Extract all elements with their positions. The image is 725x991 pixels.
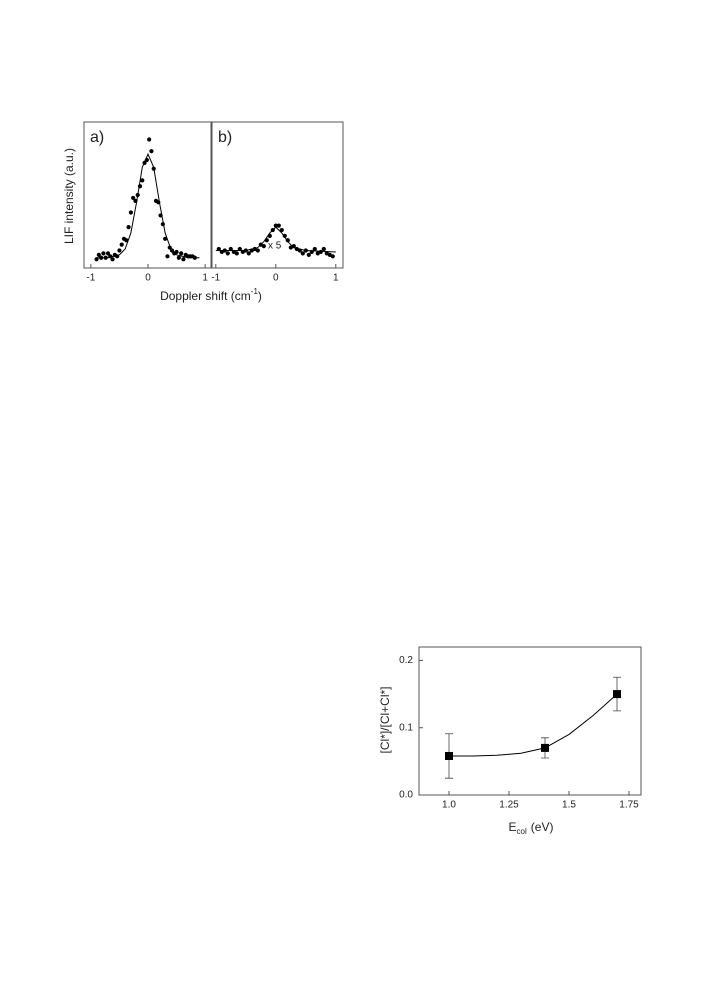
data-point <box>101 251 106 256</box>
data-point <box>179 251 184 256</box>
data-point <box>246 251 251 256</box>
data-point <box>174 249 179 255</box>
data-point <box>276 223 281 228</box>
data-point <box>117 248 122 253</box>
x-axis-label-part: (eV) <box>531 820 554 834</box>
y-axis-label: LIF intensity (a.u.) <box>62 148 76 244</box>
data-point <box>124 238 129 243</box>
x-axis-label-sub: col <box>517 827 527 836</box>
data-point <box>165 254 170 259</box>
x-axis-label-sup: -1 <box>251 287 259 296</box>
fit-line <box>96 152 200 259</box>
data-point <box>312 246 317 252</box>
data-point <box>149 149 154 154</box>
plot-frame <box>210 121 344 269</box>
x-tick-label: 0 <box>145 273 151 284</box>
data-point <box>282 233 287 238</box>
data-point <box>318 249 323 255</box>
x-axis-label-part: ) <box>258 289 262 303</box>
x-axis-label: Doppler shift (cm-1) <box>160 287 262 303</box>
x-tick-label: -1 <box>211 273 220 284</box>
x-tick-label: 0 <box>273 273 279 284</box>
x-tick-label: 1.75 <box>619 800 639 811</box>
data-point <box>140 178 145 183</box>
panel-label: b) <box>218 129 232 146</box>
annotation: x 5 <box>268 241 282 252</box>
x-axis-label-part: E <box>509 820 517 834</box>
x-tick-label: 1.5 <box>562 800 576 811</box>
data-point <box>96 252 101 257</box>
x-tick-label: 1.0 <box>442 800 456 811</box>
data-point <box>131 195 136 201</box>
data-point <box>285 238 290 243</box>
x-tick-label: 1 <box>202 273 208 284</box>
y-axis-label: [Cl*]/[Cl+Cl*] <box>378 686 392 753</box>
data-point <box>300 251 305 256</box>
data-point <box>255 248 260 253</box>
x-axis-label: Ecol (eV) <box>509 820 554 836</box>
data-point <box>234 251 239 256</box>
y-tick-label: 0.1 <box>399 722 413 733</box>
data-point <box>306 252 311 257</box>
data-point <box>273 223 278 228</box>
data-point <box>225 251 230 256</box>
x-tick-label: 1 <box>333 273 339 284</box>
x-axis-label-part: Doppler shift (cm <box>160 289 251 303</box>
data-point <box>119 242 124 247</box>
data-point <box>163 236 168 241</box>
data-point <box>261 244 266 249</box>
data-point <box>321 246 326 252</box>
y-tick-label: 0.2 <box>399 655 413 666</box>
data-point <box>126 225 131 230</box>
plot-frame <box>418 646 642 796</box>
data-point <box>176 255 181 260</box>
fit-line <box>215 226 336 253</box>
data-point <box>330 254 335 259</box>
y-tick-label: 0.0 <box>399 790 413 801</box>
data-point <box>128 210 133 215</box>
data-point <box>279 227 284 233</box>
x-tick-label: 1.25 <box>499 800 519 811</box>
data-point <box>105 251 111 256</box>
panel-label: a) <box>90 129 104 146</box>
data-point <box>181 257 186 262</box>
data-point <box>110 257 115 262</box>
x-tick-label: -1 <box>86 273 95 284</box>
data-point <box>147 137 152 142</box>
fit-line <box>449 693 618 757</box>
